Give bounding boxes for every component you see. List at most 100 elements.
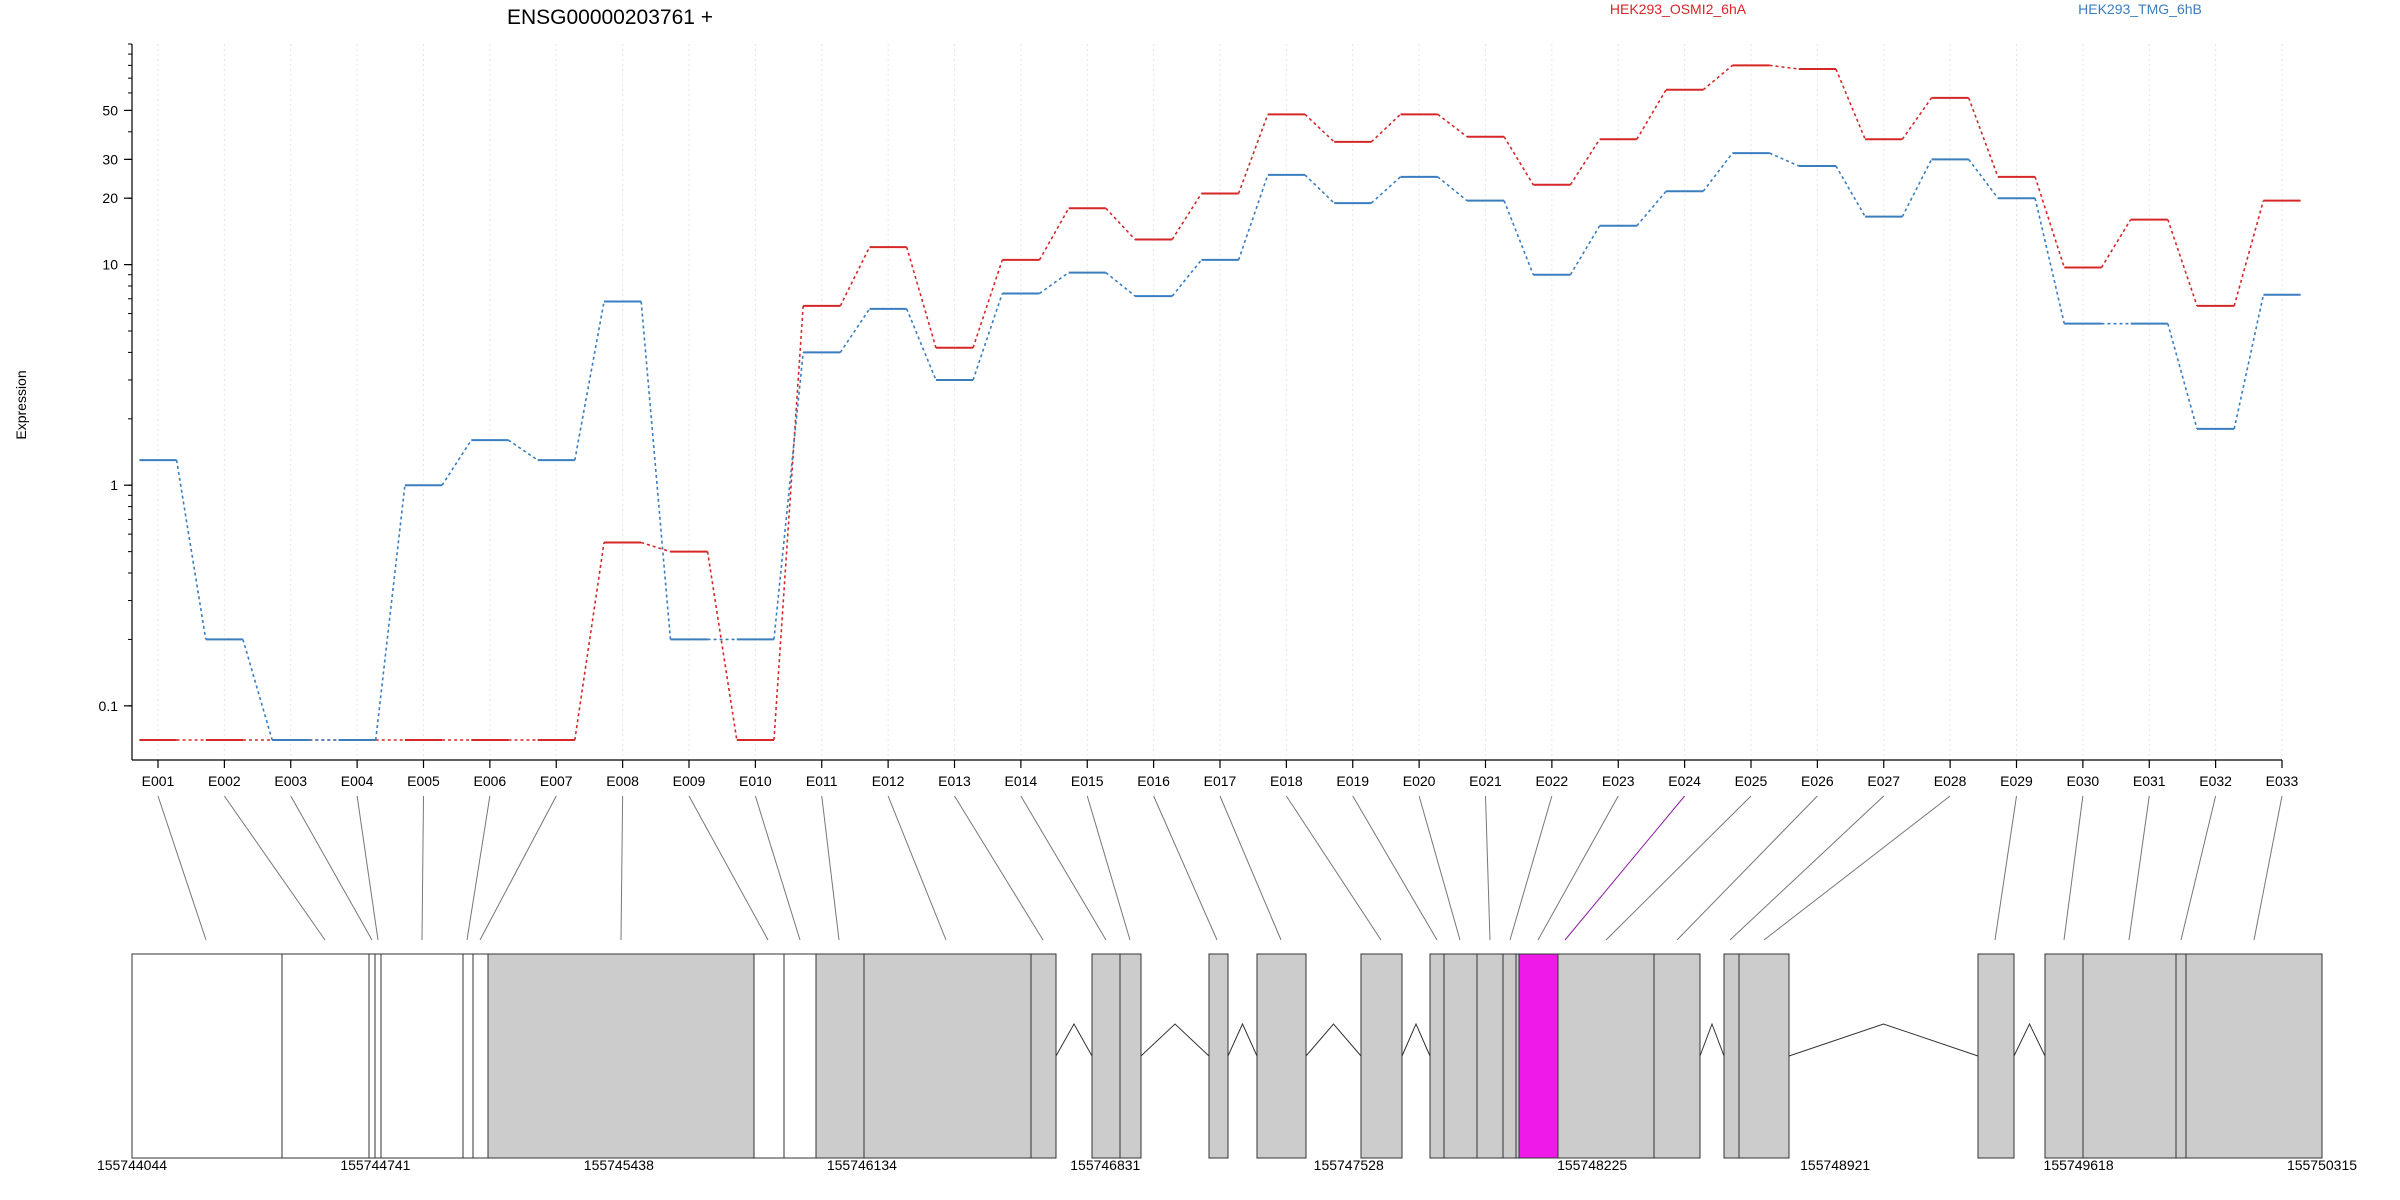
series-connector (1370, 113, 1402, 143)
x-tick-label: E031 (2133, 773, 2166, 789)
series-connector (1370, 176, 1402, 204)
x-tick-label: E004 (341, 773, 374, 789)
series-connector (1171, 193, 1203, 240)
exon-box (368, 953, 376, 1159)
exon-box (374, 953, 382, 1159)
intron-line (1401, 1022, 1431, 1057)
exon-connector (223, 795, 326, 941)
series-connector (1702, 152, 1734, 192)
y-axis-label: Expression (13, 370, 29, 439)
exon-box (783, 953, 817, 1159)
exon-box (2175, 953, 2187, 1159)
series-connector (1304, 174, 1335, 204)
x-tick-label: E029 (2000, 773, 2033, 789)
exon-connector (2128, 795, 2150, 941)
x-tick-label: E028 (1934, 773, 1967, 789)
series-connector (374, 485, 406, 741)
exon-connector (1564, 795, 1686, 941)
exon-connector (954, 795, 1044, 941)
y-tick-label: 30 (102, 151, 118, 167)
series-connector (1967, 97, 1999, 178)
x-tick-label: E020 (1403, 773, 1436, 789)
exon-connector (1676, 795, 1818, 941)
exon-connector (1763, 795, 1951, 941)
x-tick-label: E011 (806, 773, 838, 789)
gene-model (131, 953, 2323, 1159)
x-tick-label: E008 (606, 773, 639, 789)
exon-box (1557, 953, 1655, 1159)
exon-connector (1418, 795, 1461, 941)
exon-connector (2063, 795, 2084, 941)
x-tick-label: E016 (1137, 773, 1170, 789)
series-connector (2233, 294, 2265, 430)
exon-connector (421, 795, 424, 941)
series-connector (1835, 165, 1866, 218)
series-connector (1835, 68, 1866, 140)
series-connector (1636, 89, 1667, 140)
x-tick-label: E013 (938, 773, 971, 789)
series-connector (972, 293, 1004, 381)
intron-line (1140, 1023, 1210, 1057)
series-connector (839, 246, 871, 307)
series-1 (139, 64, 2301, 741)
exon-connector (157, 795, 207, 941)
x-tick-label: E022 (1536, 773, 1569, 789)
series-connector (2167, 323, 2198, 430)
exon-connector (2253, 795, 2283, 941)
series-connector (1636, 190, 1667, 227)
x-tick-label: E030 (2067, 773, 2100, 789)
intron-line (1305, 1023, 1362, 1057)
exon-box (1738, 953, 1790, 1159)
intron-line (2013, 1022, 2046, 1057)
exon-box (1977, 953, 2015, 1159)
series-connector (773, 352, 804, 640)
series-connector (1304, 113, 1335, 143)
series-connector (640, 301, 672, 640)
exon-connector (479, 795, 557, 941)
x-tick-label: E021 (1469, 773, 1502, 789)
series-connector (1702, 64, 1733, 91)
exon-box (380, 953, 464, 1159)
exon-box (281, 953, 370, 1159)
series-connector (905, 308, 937, 381)
exon-connector (1153, 795, 1218, 941)
y-axis: 0.1 1 10 20 30 50 (99, 43, 133, 760)
x-tick-label: E014 (1005, 773, 1038, 789)
exon-box (1443, 953, 1478, 1159)
x-tick-label: E003 (274, 773, 307, 789)
exon-box (863, 953, 1032, 1159)
series-connector (1105, 207, 1136, 241)
series-connector (574, 542, 605, 741)
series-connector (1769, 64, 1799, 70)
x-tick-label: E005 (407, 773, 440, 789)
exon-connector (1020, 795, 1107, 941)
exon-connector (1729, 795, 1885, 941)
intron-line (1055, 1022, 1093, 1057)
x-tick-label: E012 (872, 773, 905, 789)
series-connector (1569, 138, 1601, 186)
series-connector (441, 439, 472, 486)
series-2 (139, 152, 2301, 741)
exon-connector (1219, 795, 1282, 941)
coordinate-labels: 155744044 155744741 155745438 155746134 1557… (97, 1157, 2357, 1173)
series-connector (972, 259, 1004, 348)
series-connector (773, 305, 804, 741)
series-connector (1237, 174, 1269, 261)
exon-box (1502, 953, 1517, 1159)
exon-connector (754, 795, 801, 941)
exon-box (1360, 953, 1403, 1159)
exon-connector (1994, 795, 2017, 941)
coordinate-label: 155746831 (1070, 1157, 1140, 1173)
x-tick-label: E001 (142, 773, 175, 789)
x-tick-label: E027 (1867, 773, 1900, 789)
x-tick-label: E009 (673, 773, 706, 789)
series-connector (1237, 114, 1269, 194)
exon-box (131, 953, 283, 1159)
x-tick-label: E033 (2266, 773, 2299, 789)
series-connector (1038, 271, 1070, 295)
series-connector (242, 639, 273, 741)
series-connector (1503, 200, 1535, 275)
series-connector (839, 308, 871, 353)
chart-title: ENSG00000203761 + (507, 6, 713, 29)
